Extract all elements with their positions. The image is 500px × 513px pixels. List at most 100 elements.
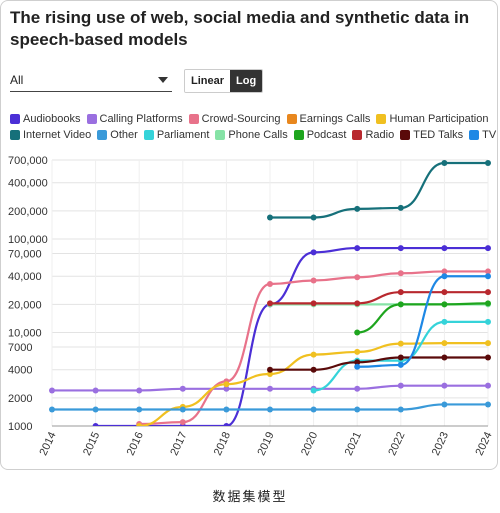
data-point-ted-talks [485,354,491,361]
data-point-podcast [485,300,491,307]
data-point-crowd-sourcing [354,274,361,281]
data-point-ted-talks [441,354,448,361]
data-point-internet-video [397,204,404,211]
legend-item-parliament[interactable]: Parliament [143,127,210,142]
data-point-podcast [397,301,404,308]
chart-controls: All Linear Log [10,69,490,93]
data-point-human-participation [267,370,273,377]
data-point-internet-video [441,160,448,167]
data-point-other [310,406,317,413]
x-tick-label: 2015 [81,430,102,457]
chart-card: The rising use of web, social media and … [0,0,498,470]
data-point-internet-video [354,205,361,212]
scale-linear-button[interactable]: Linear [185,70,231,92]
data-point-calling-platforms [267,385,273,392]
legend-swatch [10,113,20,124]
data-point-podcast [354,329,361,336]
data-point-other [92,406,99,413]
legend-swatch [352,129,363,140]
data-point-human-participation [485,340,491,347]
data-point-calling-platforms [441,382,448,389]
legend-swatch [286,113,297,124]
x-tick-label: 2017 [168,430,189,457]
legend-item-calling-platforms[interactable]: Calling Platforms [86,111,183,126]
data-point-radio [441,289,448,296]
series-layer [49,160,491,426]
filter-select[interactable]: All [10,69,172,92]
data-point-human-participation [310,351,317,358]
legend-item-tv[interactable]: TV [469,127,496,142]
legend-swatch [143,129,154,140]
legend-item-ted-talks[interactable]: TED Talks [400,127,463,142]
legend-item-phone-calls[interactable]: Phone Calls [215,127,288,142]
data-point-other [354,406,361,413]
legend-row: Audiobooks Calling Platforms Crowd-Sourcin… [10,111,494,126]
x-tick-label: 2023 [430,430,451,457]
legend-item-crowd-sourcing[interactable]: Crowd-Sourcing [188,111,281,126]
data-point-other [223,406,230,413]
data-point-ted-talks [354,359,361,366]
data-point-radio [310,300,317,307]
data-point-calling-platforms [485,382,491,389]
legend-label: Earnings Calls [299,112,371,125]
y-tick-label: 7000 [8,342,32,354]
series-line-internet-video [269,161,488,219]
data-point-ted-talks [397,354,404,361]
data-point-human-participation [354,348,361,355]
legend-swatch [215,129,226,140]
legend-swatch [10,129,20,140]
legend-item-audiobooks[interactable]: Audiobooks [10,111,81,126]
data-point-other [485,401,491,408]
data-point-radio [354,300,361,307]
y-tick-label: 10,000 [8,328,42,340]
data-point-calling-platforms [49,387,55,394]
legend-label: Other [110,128,138,141]
y-tick-label: 40,000 [8,271,42,283]
legend-label: Parliament [156,128,210,141]
legend-swatch [400,129,411,140]
data-point-other [136,406,143,413]
y-tick-label: 20,000 [8,299,42,311]
legend-label: Phone Calls [228,128,288,141]
data-point-internet-video [267,214,273,221]
x-tick-label: 2018 [212,430,233,457]
data-point-crowd-sourcing [310,277,317,284]
legend-label: Internet Video [23,128,92,141]
legend-item-other[interactable]: Other [97,127,138,142]
data-point-parliament [485,318,491,325]
data-point-calling-platforms [179,385,186,392]
legend-item-human-participation[interactable]: Human Participation [376,111,489,126]
filter-select-value: All [10,73,24,87]
legend-item-podcast[interactable]: Podcast [293,127,346,142]
legend-swatch [469,129,480,140]
legend-item-earnings-calls[interactable]: Earnings Calls [286,111,371,126]
data-point-audiobooks [223,423,230,426]
y-tick-label: 4000 [8,365,32,377]
y-tick-label: 1000 [8,421,32,433]
legend-swatch [97,129,108,140]
data-point-tv [441,273,448,280]
data-point-human-participation [223,381,230,388]
scale-toggle: Linear Log [184,69,264,93]
data-point-crowd-sourcing [441,268,448,275]
legend-label: Human Participation [389,112,489,125]
data-point-tv [485,273,491,280]
legend-item-internet-video[interactable]: Internet Video [10,127,91,142]
image-caption: 数据集模型 [212,490,288,505]
legend-swatch [188,113,199,124]
x-tick-label: 2016 [125,430,146,457]
y-tick-label: 200,000 [8,206,48,218]
data-point-crowd-sourcing [267,281,273,288]
data-point-calling-platforms [136,387,143,394]
data-point-human-participation [136,423,143,426]
line-chart: 1000 2000 4000 7000 10,000 20,000 40,000 70,000… [8,155,495,457]
x-tick-label: 2021 [343,430,364,457]
legend-item-radio[interactable]: Radio [352,127,394,142]
series-line-audiobooks [95,246,488,426]
data-point-radio [485,289,491,296]
data-point-human-participation [441,340,448,347]
y-tick-label: 400,000 [8,178,48,190]
scale-log-button[interactable]: Log [230,70,263,92]
chart-legend: Audiobooks Calling Platforms Crowd-Sourcin… [10,111,496,143]
data-point-ted-talks [310,366,317,373]
